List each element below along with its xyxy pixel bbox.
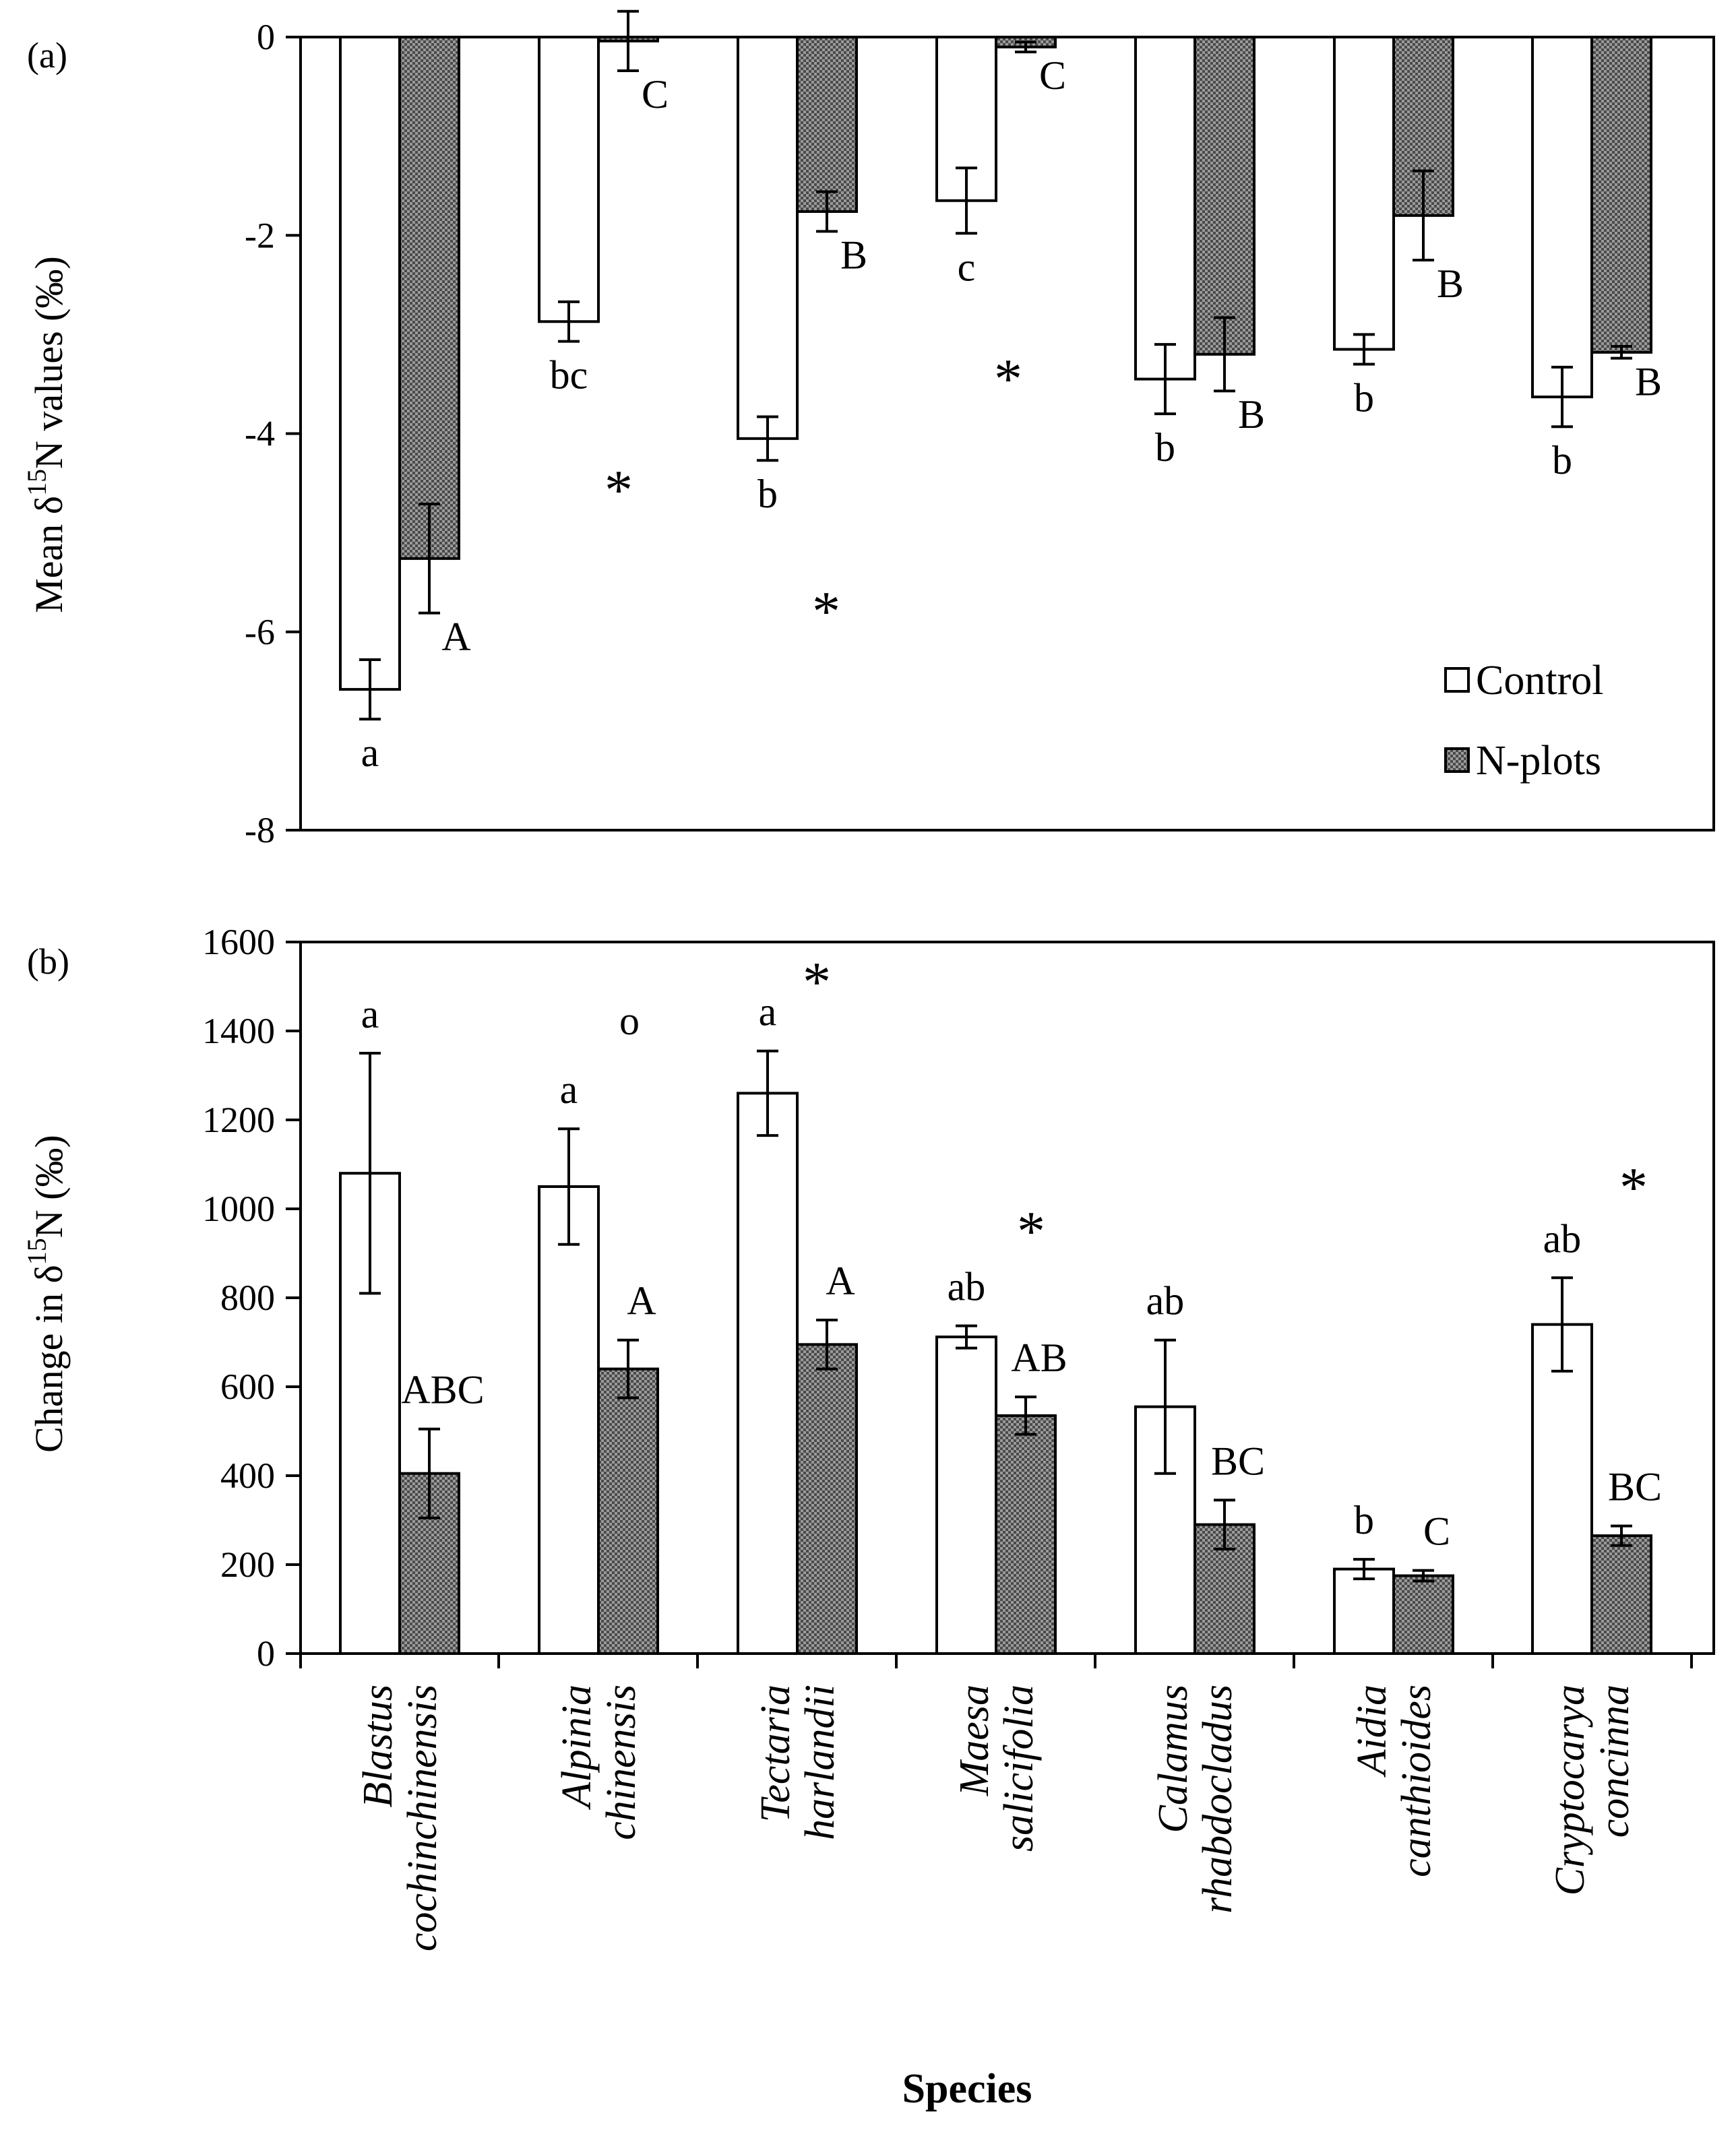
significance-letter: b bbox=[1354, 376, 1374, 420]
panel-b-outlier-marker: o bbox=[619, 999, 640, 1043]
panel-a-significance-star: * bbox=[994, 348, 1022, 410]
bar-nplots bbox=[1590, 36, 1652, 354]
y-tick-label: 600 bbox=[220, 1367, 275, 1407]
species-label: Calamusrhabdocladus bbox=[1150, 1685, 1241, 1914]
bar-nplots bbox=[1194, 36, 1256, 356]
y-tick-label: -4 bbox=[245, 414, 275, 454]
significance-letter: b bbox=[757, 472, 778, 516]
y-tick-label: 1600 bbox=[202, 922, 275, 962]
y-tick-label: 1200 bbox=[202, 1100, 275, 1140]
legend-control-swatch bbox=[1444, 667, 1470, 693]
significance-letter: A bbox=[826, 1259, 855, 1303]
bar-nplots bbox=[398, 36, 460, 560]
significance-letter: BC bbox=[1211, 1439, 1265, 1483]
legend-control-label: Control bbox=[1476, 658, 1603, 703]
bar-nplots bbox=[1590, 1534, 1652, 1656]
panel-a-plot-frame bbox=[299, 36, 1715, 831]
significance-letter: B bbox=[1635, 360, 1662, 404]
significance-letter: A bbox=[441, 615, 470, 659]
species-label: Blastuscochinchinensis bbox=[355, 1685, 445, 1951]
bar-nplots bbox=[995, 1414, 1057, 1655]
bar-control bbox=[1531, 36, 1593, 399]
bar-control bbox=[737, 36, 799, 440]
significance-letter: c bbox=[958, 245, 976, 289]
bar-control bbox=[935, 1336, 997, 1655]
species-label: Tectariaharlandii bbox=[753, 1685, 843, 1840]
panel-a-chart: (a) Mean δ15N values (‰) 0-2-4-6-8 abcbc… bbox=[22, 9, 1715, 850]
bar-control bbox=[1531, 1323, 1593, 1655]
y-tick-label: 1000 bbox=[202, 1189, 275, 1229]
significance-letter: B bbox=[840, 232, 867, 277]
significance-letter: ABC bbox=[401, 1368, 484, 1412]
significance-letter: b bbox=[1155, 425, 1175, 470]
bar-control bbox=[1333, 1567, 1395, 1656]
bar-control bbox=[737, 1092, 799, 1655]
bar-nplots bbox=[597, 1367, 659, 1655]
panel-b-significance-star: * bbox=[1619, 1156, 1648, 1219]
bar-nplots bbox=[796, 36, 858, 213]
legend-nplots-label: N-plots bbox=[1476, 738, 1601, 784]
y-tick-label: 1400 bbox=[202, 1011, 275, 1051]
significance-letter: B bbox=[1238, 392, 1265, 437]
significance-letter: C bbox=[1423, 1509, 1450, 1554]
species-label: Cryptocaryaconcinna bbox=[1547, 1685, 1638, 1895]
species-label: Aidiacanthioides bbox=[1349, 1685, 1439, 1877]
significance-letter: ab bbox=[1543, 1216, 1582, 1261]
significance-letter: a bbox=[361, 730, 379, 775]
bar-control bbox=[1134, 36, 1196, 381]
significance-letter: BC bbox=[1608, 1465, 1662, 1509]
panel-b-chart: (b) Change in δ15N (‰) 0 200 400 600 800 1000… bbox=[22, 922, 1715, 2112]
significance-letter: ab bbox=[1146, 1279, 1185, 1323]
significance-letter: AB bbox=[1011, 1336, 1067, 1380]
bar-control bbox=[538, 1185, 600, 1655]
bar-control bbox=[339, 36, 401, 691]
panel-b-label: (b) bbox=[27, 941, 69, 982]
bar-nplots bbox=[1392, 1574, 1454, 1655]
panel-a-significance-star: * bbox=[812, 580, 840, 643]
significance-letter: a bbox=[759, 990, 777, 1034]
y-tick-label: 200 bbox=[220, 1544, 275, 1585]
y-tick-label: 0 bbox=[257, 1633, 275, 1674]
legend: Control N-plots bbox=[1444, 658, 1603, 784]
significance-letter: B bbox=[1437, 261, 1464, 306]
significance-letter: b bbox=[1354, 1498, 1374, 1542]
bar-control bbox=[538, 36, 600, 323]
x-axis-title: Species bbox=[902, 2066, 1032, 2112]
panel-b-ylabel: Change in δ15N (‰) bbox=[22, 1135, 71, 1453]
panel-a-significance-star: * bbox=[604, 459, 633, 522]
panel-b-significance-star: * bbox=[803, 951, 831, 1013]
species-label: Alpiniachinensis bbox=[554, 1685, 644, 1840]
significance-letter: C bbox=[1039, 53, 1066, 98]
y-tick-label: 0 bbox=[257, 17, 275, 57]
significance-letter: b bbox=[1552, 438, 1572, 482]
significance-letter: ab bbox=[948, 1265, 986, 1309]
significance-letter: A bbox=[627, 1279, 656, 1323]
y-tick-label: -2 bbox=[245, 215, 275, 255]
species-label: Maesasalicifolia bbox=[952, 1685, 1042, 1852]
y-tick-label: -6 bbox=[245, 612, 275, 652]
significance-letter: a bbox=[560, 1067, 578, 1112]
bar-control bbox=[1333, 36, 1395, 351]
significance-letter: bc bbox=[550, 353, 588, 398]
panel-b-significance-star: * bbox=[1017, 1200, 1045, 1263]
significance-letter: C bbox=[642, 72, 669, 117]
y-tick-label: 800 bbox=[220, 1278, 275, 1318]
panel-a-ylabel: Mean δ15N values (‰) bbox=[22, 256, 71, 613]
legend-nplots-swatch bbox=[1444, 747, 1470, 773]
bar-nplots bbox=[796, 1343, 858, 1656]
y-tick-label: 400 bbox=[220, 1455, 275, 1496]
panel-a-label: (a) bbox=[27, 35, 67, 75]
significance-letter: a bbox=[361, 992, 379, 1036]
y-tick-label: -8 bbox=[245, 810, 275, 850]
